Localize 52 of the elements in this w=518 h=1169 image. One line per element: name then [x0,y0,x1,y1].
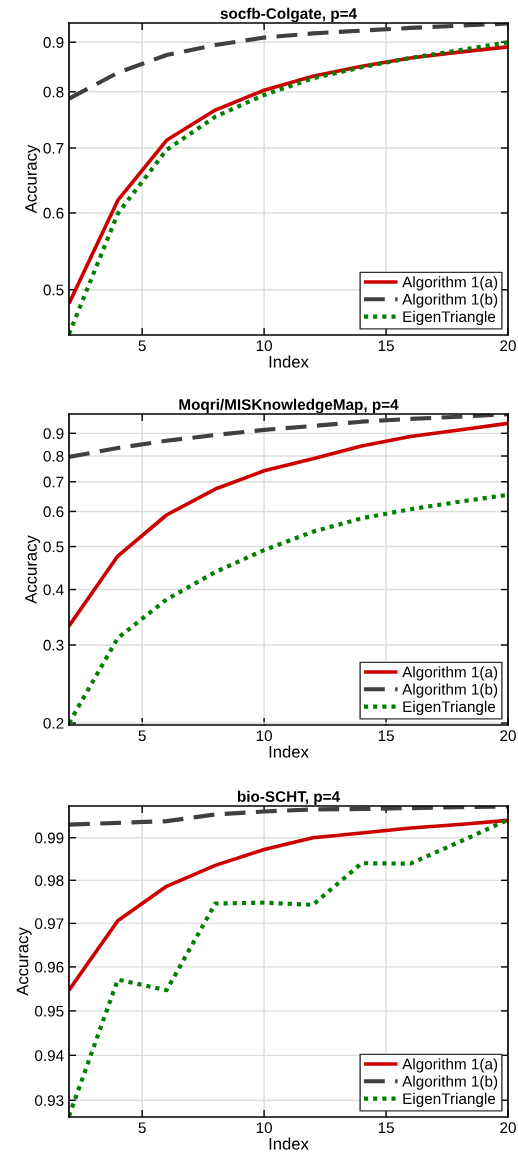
x-tick-label: 20 [500,1122,516,1134]
y-tick-label: 0.9 [43,428,64,440]
y-axis-title: Accuracy [16,927,32,996]
x-tick-label: 5 [138,1122,146,1134]
x-tick-label: 5 [138,730,146,742]
y-tick-label: 0.7 [43,142,64,154]
y-tick-label: 0.6 [43,207,64,219]
legend-label: Algorithm 1(a) [402,1058,498,1073]
y-tick-label: 0.2 [43,717,64,729]
x-tick-label: 10 [256,340,273,352]
x-tick-label: 15 [378,1122,394,1134]
y-tick-label: 0.5 [43,284,64,296]
legend-label: Algorithm 1(a) [402,666,498,681]
y-tick-label: 0.4 [43,584,64,596]
y-tick-label: 0.97 [35,918,64,930]
x-tick-label: 5 [138,340,146,352]
legend-label: EigenTriangle [403,310,496,326]
legend-label: Algorithm 1(a) [402,276,498,291]
legend-label: Algorithm 1(b) [402,1075,498,1090]
line-series [69,818,508,992]
legend-label: Algorithm 1(b) [402,293,498,308]
y-tick-label: 0.98 [35,875,64,887]
x-tick-label: 10 [256,1122,273,1134]
y-tick-label: 0.7 [43,476,64,488]
y-tick-label: 0.3 [43,639,64,651]
y-axis-title: Accuracy [25,144,41,214]
y-tick-label: 0.8 [43,450,64,462]
legend-label: EigenTriangle [403,700,496,716]
y-axis-title: Accuracy [25,535,41,604]
x-tick-label: 20 [500,340,516,352]
y-tick-label: 0.6 [43,506,64,518]
chart-title: Moqri/MISKnowledgeMap, p=4 [179,398,399,414]
legend-label: EigenTriangle [403,1092,496,1108]
x-axis-title: Index [269,355,309,368]
y-tick-label: 0.9 [43,37,64,48]
y-tick-label: 0.8 [43,86,64,98]
y-tick-label: 0.95 [35,1005,64,1017]
x-axis-title: Index [269,745,309,758]
line-series [69,421,508,628]
x-tick-label: 15 [378,730,394,742]
chart-title: socfb-Colgate, p=4 [220,7,357,23]
x-tick-label: 20 [500,730,516,742]
y-tick-label: 0.94 [35,1050,64,1062]
y-tick-label: 0.96 [35,961,64,973]
y-tick-label: 0.99 [35,832,64,844]
x-axis-title: Index [269,1137,309,1150]
y-tick-label: 0.93 [35,1095,64,1106]
x-tick-label: 10 [256,730,273,742]
chart-title: bio-SCHT, p=4 [237,790,340,805]
x-tick-label: 15 [378,340,394,352]
legend-label: Algorithm 1(b) [402,683,498,698]
y-tick-label: 0.5 [43,541,64,553]
